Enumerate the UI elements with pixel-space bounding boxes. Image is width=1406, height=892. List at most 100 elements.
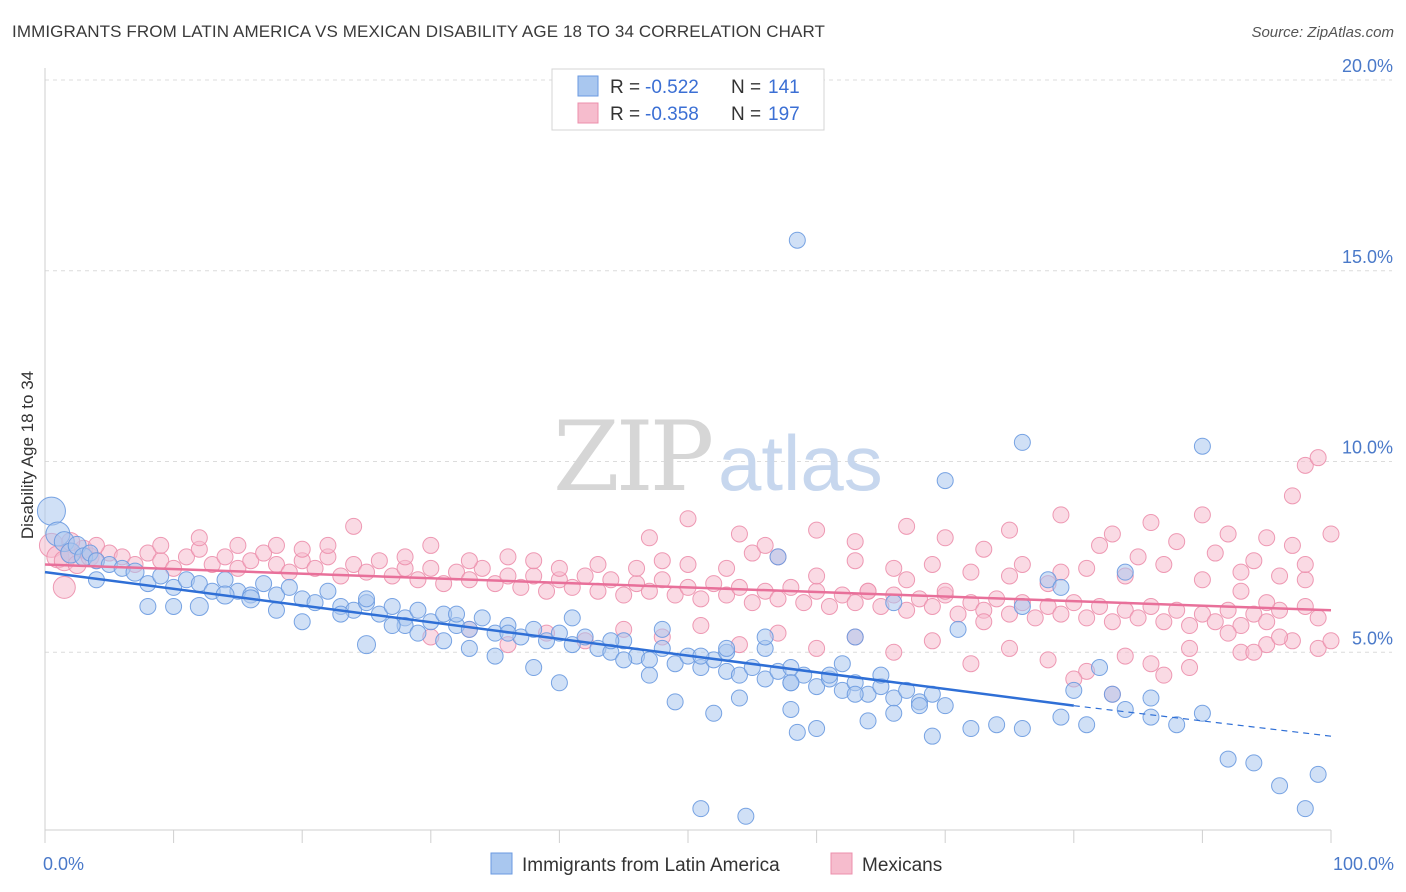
data-point-latin-america <box>730 666 748 684</box>
data-point-mexicans <box>975 613 993 631</box>
data-point-latin-america <box>1193 437 1211 455</box>
data-point-mexicans <box>692 617 710 635</box>
data-point-latin-america <box>782 700 800 718</box>
data-point-mexicans <box>1103 613 1121 631</box>
data-point-mexicans <box>936 529 954 547</box>
data-point-mexicans <box>550 559 568 577</box>
data-point-mexicans <box>1232 563 1250 581</box>
data-point-mexicans <box>692 590 710 608</box>
data-point-mexicans <box>345 556 363 574</box>
data-point-latin-america <box>718 639 736 657</box>
data-point-latin-america <box>936 697 954 715</box>
data-point-mexicans <box>319 536 337 554</box>
data-point-latin-america <box>550 674 568 692</box>
data-point-mexicans <box>808 567 826 585</box>
data-point-mexicans <box>1219 624 1237 642</box>
data-point-latin-america <box>1103 685 1121 703</box>
data-point-mexicans <box>1181 639 1199 657</box>
data-point-latin-america <box>255 575 273 593</box>
data-point-latin-america <box>1142 689 1160 707</box>
y-tick-labels: 5.0% 10.0% 15.0% 20.0% <box>1342 56 1393 648</box>
legend-r-value-1: -0.522 <box>645 77 699 98</box>
data-point-mexicans <box>718 559 736 577</box>
data-point-latin-america <box>1013 597 1031 615</box>
data-point-mexicans <box>679 510 697 528</box>
data-point-mexicans <box>898 601 916 619</box>
data-point-mexicans <box>820 597 838 615</box>
data-point-mexicans <box>730 525 748 543</box>
data-point-mexicans <box>1078 559 1096 577</box>
trend-line-mexicans <box>44 563 1332 612</box>
data-point-latin-america <box>1116 700 1134 718</box>
data-point-mexicans <box>1001 567 1018 585</box>
data-point-mexicans <box>1168 533 1186 551</box>
data-point-latin-america <box>666 693 684 711</box>
data-point-latin-america <box>640 666 658 684</box>
data-point-latin-america <box>737 807 755 825</box>
data-point-latin-america <box>833 655 851 673</box>
data-point-latin-america <box>782 674 800 692</box>
data-point-mexicans <box>1245 552 1263 570</box>
data-point-latin-america <box>692 800 710 818</box>
data-point-mexicans <box>229 536 247 554</box>
data-point-mexicans <box>473 559 491 577</box>
data-point-mexicans <box>1245 605 1263 623</box>
data-point-latin-america <box>1078 716 1096 734</box>
data-point-mexicans <box>846 533 864 551</box>
data-point-latin-america <box>460 620 478 638</box>
data-point-mexicans <box>1193 506 1211 524</box>
data-point-latin-america <box>788 231 806 249</box>
data-point-latin-america <box>1296 800 1314 818</box>
data-point-latin-america <box>36 496 66 526</box>
data-point-mexicans <box>1245 643 1263 661</box>
data-point-latin-america <box>743 659 761 677</box>
data-point-mexicans <box>653 571 671 589</box>
data-point-mexicans <box>1206 613 1224 631</box>
bottom-legend-swatch-blue <box>490 852 513 875</box>
legend-box: R = -0.522 N = 141 R = -0.358 N = 197 <box>551 68 825 131</box>
data-point-mexicans <box>1001 605 1018 623</box>
data-point-mexicans <box>589 556 607 574</box>
data-point-mexicans <box>422 536 440 554</box>
data-point-latin-america <box>1309 765 1327 783</box>
data-point-latin-america <box>139 597 157 615</box>
data-point-mexicans <box>1155 666 1173 684</box>
data-point-mexicans <box>640 529 658 547</box>
data-point-mexicans <box>1206 544 1224 562</box>
data-point-mexicans <box>923 632 941 650</box>
data-point-latin-america <box>293 613 311 631</box>
data-point-mexicans <box>885 559 903 577</box>
data-point-latin-america <box>267 601 285 619</box>
data-point-mexicans <box>1296 597 1314 615</box>
data-point-mexicans <box>718 586 736 604</box>
data-point-mexicans <box>152 536 170 554</box>
data-point-latin-america <box>923 727 941 745</box>
data-point-latin-america <box>332 605 350 623</box>
data-point-mexicans <box>345 517 363 535</box>
data-point-latin-america <box>769 548 787 566</box>
data-point-latin-america <box>358 590 375 608</box>
y-tick-label: 15.0% <box>1342 247 1393 267</box>
data-point-latin-america <box>1271 777 1289 795</box>
data-point-mexicans <box>962 563 980 581</box>
data-point-mexicans <box>795 594 813 612</box>
data-point-mexicans <box>1322 525 1340 543</box>
data-point-latin-america <box>473 609 491 627</box>
legend-n-label-2: N = <box>731 104 761 125</box>
data-point-mexicans <box>1271 567 1289 585</box>
data-point-latin-america <box>1052 708 1070 726</box>
data-point-mexicans <box>1258 529 1276 547</box>
data-point-latin-america <box>898 681 916 699</box>
data-point-latin-america <box>357 635 376 655</box>
data-point-mexicans <box>1283 487 1301 505</box>
data-point-mexicans <box>1091 536 1109 554</box>
watermark-atlas: atlas <box>718 419 883 507</box>
data-point-mexicans <box>1129 609 1147 627</box>
data-point-mexicans <box>177 548 195 566</box>
series-latin-america-points <box>36 231 1327 825</box>
data-point-mexicans <box>306 559 324 577</box>
data-point-mexicans <box>782 578 800 596</box>
data-point-mexicans <box>1065 594 1083 612</box>
data-point-mexicans <box>1103 525 1121 543</box>
data-point-latin-america <box>1116 563 1134 581</box>
